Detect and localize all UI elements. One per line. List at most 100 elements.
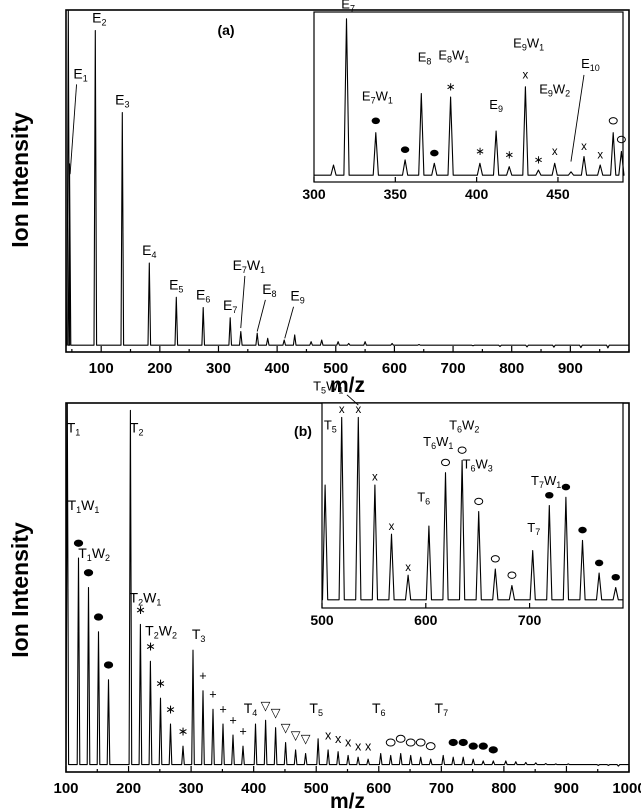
label-part: 9 [498,104,503,114]
marker-glyph: x [597,150,603,162]
marker-glyph: + [239,725,246,739]
label-part: 3 [488,464,493,474]
label-part: T [463,457,471,472]
marker-cross: x [365,739,372,753]
peak-label: E9​ [290,288,304,306]
x-axis-title: m/z [330,374,365,397]
label-part: T [527,520,535,535]
label-part: T [423,434,431,449]
label-part: W [376,88,389,103]
label-part: E [73,65,82,81]
marker-filled-circle [83,569,94,577]
label-part: W [92,545,106,561]
marker-cross: x [405,562,411,574]
inset-x-tick-label: 400 [465,186,489,202]
inset-peak-label: T6​W3​ [463,457,493,474]
y-axis-title: Ion Intensity [7,112,33,248]
marker-glyph: x [365,739,372,753]
inset-a: 300350400450E7​E7​W1​E8​E8​W1​E9​E9​W1​E… [302,0,626,202]
peak-label: E7​W1​ [233,257,266,275]
x-tick-label: 200 [116,780,141,797]
label-part: 8 [426,56,431,66]
marker-plus: + [209,688,216,702]
label-part: T [309,700,318,716]
y-axis-title: Ion Intensity [7,522,33,658]
x-tick-label: 800 [491,780,516,797]
peak-label: T4​ [244,700,258,718]
marker-open-circle [415,738,426,747]
marker-glyph: + [209,688,216,702]
marker-glyph: ▽ [301,732,311,746]
marker-shape [441,458,451,467]
marker-asterisk: ∗ [155,677,166,691]
marker-shape [457,446,467,454]
leader-line [570,74,585,162]
label-part: 7 [443,708,448,718]
marker-glyph: ∗ [178,725,189,739]
marker-triangle: ▽ [291,728,301,742]
label-part: W [527,36,540,51]
label-part: 2 [565,89,570,99]
inset-peak-label: E7​W1​ [362,88,393,105]
label-part: T [145,622,154,638]
marker-shape [507,571,517,579]
marker-glyph: x [372,472,378,484]
marker-filled-circle [545,491,554,499]
marker-filled-circle [561,483,571,491]
label-part: W [326,379,339,394]
label-part: T [435,700,444,716]
marker-shape [458,738,468,747]
inset-peak-label: E9​ [489,97,503,114]
marker-filled-circle [400,146,410,153]
panel-label: (b) [294,423,312,439]
marker-filled-circle [93,613,104,621]
x-tick-label: 900 [558,360,583,377]
label-part: 9 [548,89,553,99]
marker-plus: + [219,702,226,716]
marker-triangle: ▽ [301,732,311,746]
label-part: W [462,418,475,433]
label-part: 8 [272,289,277,299]
marker-filled-circle [430,149,439,157]
peak-label: E5​ [169,276,183,294]
marker-cross: x [325,728,332,742]
label-part: 1 [75,428,80,438]
marker-glyph: ▽ [291,728,301,742]
inset-peak-label: E9​W2​ [539,82,570,99]
marker-shape [385,738,396,747]
marker-shape [83,569,94,577]
peak-label: E4​ [142,242,156,260]
label-part: W [247,257,261,273]
label-part: W [143,589,157,605]
panel-b: 100 200 300 400 500 600 700 800 900 1000 m/z Ion In… [7,379,641,810]
marker-asterisk: ∗ [475,146,485,158]
x-tick-label: 200 [147,360,172,377]
marker-shape [594,559,604,567]
label-part: 3 [124,100,129,110]
marker-glyph: x [355,404,361,416]
marker-shape [405,738,416,747]
label-part: 2 [101,18,106,28]
marker-shape [371,117,380,125]
inset-spectrum-line [321,416,623,601]
plot-frame [65,9,630,353]
inset-x-tick-label: 600 [414,612,438,628]
marker-cross: x [355,739,362,753]
x-tick-label: 700 [429,780,454,797]
label-part: 1 [388,95,393,105]
label-part: E [362,88,371,103]
inset-peak-label: T6​W2​ [449,418,479,435]
label-part: 2 [474,425,479,435]
label-part: E [539,82,548,97]
marker-open-circle [385,738,396,747]
marker-filled-circle [578,526,587,534]
marker-filled-circle [371,117,380,125]
marker-shape [478,742,488,750]
marker-shape [608,117,618,125]
label-part: E [513,36,522,51]
x-tick-label: 100 [89,360,114,377]
label-part: 4 [252,708,257,718]
marker-cross: x [389,521,395,533]
label-part: 1 [448,441,453,451]
inset-peak-label: E8​W1​ [438,48,469,65]
